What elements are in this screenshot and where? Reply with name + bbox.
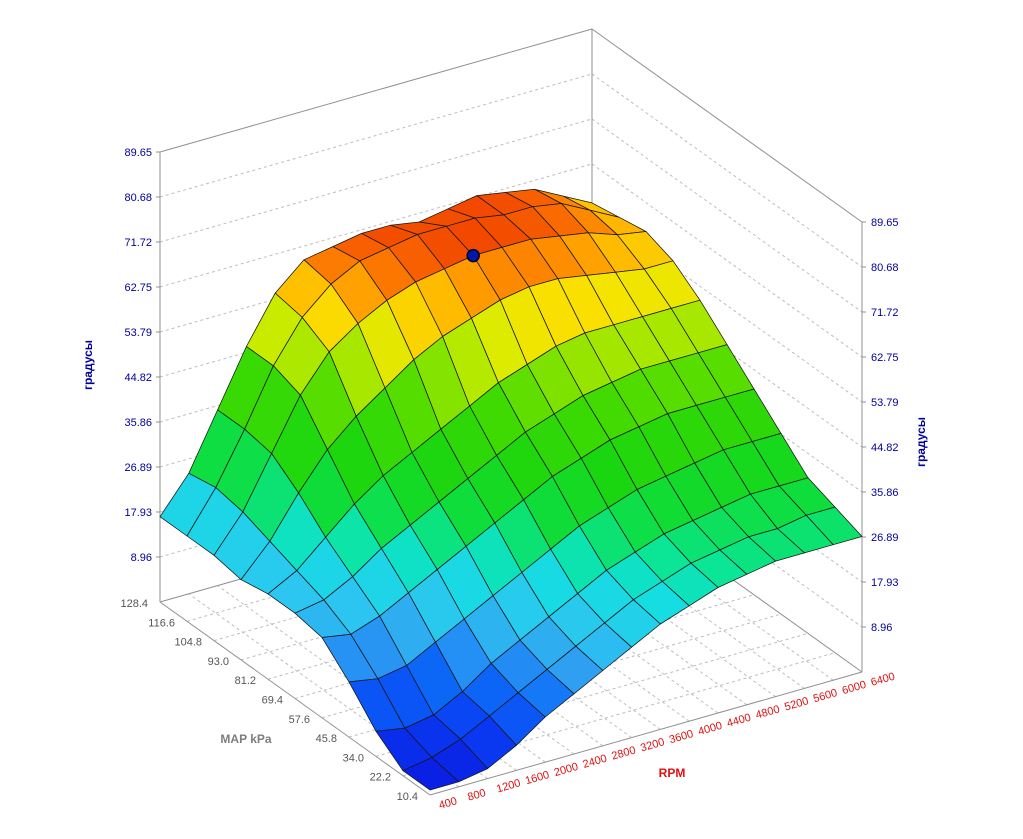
z-tick-left: 8.96 xyxy=(131,552,152,564)
z-tick-right: 62.75 xyxy=(871,352,899,364)
rpm-tick: 2400 xyxy=(582,753,609,771)
map-axis-title: MAP kPa xyxy=(220,732,272,746)
z-tick-left: 80.68 xyxy=(124,192,152,204)
z-tick-left: 44.82 xyxy=(124,372,152,384)
rpm-tick: 1600 xyxy=(524,769,551,787)
z-tick-left: 71.72 xyxy=(124,237,152,249)
z-tick-left: 35.86 xyxy=(124,417,152,429)
rpm-tick: 3600 xyxy=(668,728,695,746)
z-axis-title-left: градусы xyxy=(81,339,95,391)
rpm-tick: 6400 xyxy=(870,671,897,689)
map-tick: 10.4 xyxy=(397,791,418,803)
surface-cell[interactable] xyxy=(402,757,460,791)
z-tick-left: 26.89 xyxy=(124,462,152,474)
map-tick: 45.8 xyxy=(316,733,337,745)
z-tick-right: 26.89 xyxy=(871,532,899,544)
z-tick-right: 17.93 xyxy=(871,577,899,589)
z-tick-right: 44.82 xyxy=(871,442,899,454)
z-tick-left: 17.93 xyxy=(124,507,152,519)
z-tick-right: 89.65 xyxy=(871,217,899,229)
map-tick: 22.2 xyxy=(370,772,391,784)
map-tick: 128.4 xyxy=(120,598,148,610)
z-tick-left: 89.65 xyxy=(124,147,152,159)
z-tick-right: 71.72 xyxy=(871,307,899,319)
map-tick: 57.6 xyxy=(289,714,310,726)
rpm-tick: 4800 xyxy=(754,703,781,721)
map-tick: 81.2 xyxy=(235,675,256,687)
rpm-tick: 2800 xyxy=(610,744,637,762)
rpm-tick: 1200 xyxy=(495,777,522,795)
rpm-tick: 4400 xyxy=(726,712,753,730)
selected-cell-marker[interactable] xyxy=(466,248,480,263)
rpm-tick: 2000 xyxy=(553,761,580,779)
map-tick: 104.8 xyxy=(174,637,202,649)
z-tick-left: 53.79 xyxy=(124,327,152,339)
map-tick: 93.0 xyxy=(208,656,229,668)
surface-mesh xyxy=(159,188,863,791)
rpm-tick: 800 xyxy=(466,787,487,804)
map-tick: 69.4 xyxy=(262,695,283,707)
map-tick: 34.0 xyxy=(343,752,364,764)
rpm-tick: 3200 xyxy=(639,736,666,754)
rpm-tick: 4000 xyxy=(697,720,724,738)
z-tick-right: 53.79 xyxy=(871,397,899,409)
rpm-tick: 5600 xyxy=(812,687,839,705)
z-axis-title-right: градусы xyxy=(914,416,928,468)
z-tick-right: 80.68 xyxy=(871,262,899,274)
z-tick-left: 62.75 xyxy=(124,282,152,294)
rpm-tick: 5200 xyxy=(783,695,810,713)
rpm-tick: 6000 xyxy=(841,679,868,697)
z-tick-right: 8.96 xyxy=(871,622,892,634)
map-tick: 116.6 xyxy=(148,617,175,629)
rpm-axis-title: RPM xyxy=(658,766,686,780)
z-tick-right: 35.86 xyxy=(871,487,899,499)
rpm-tick: 400 xyxy=(438,795,459,812)
